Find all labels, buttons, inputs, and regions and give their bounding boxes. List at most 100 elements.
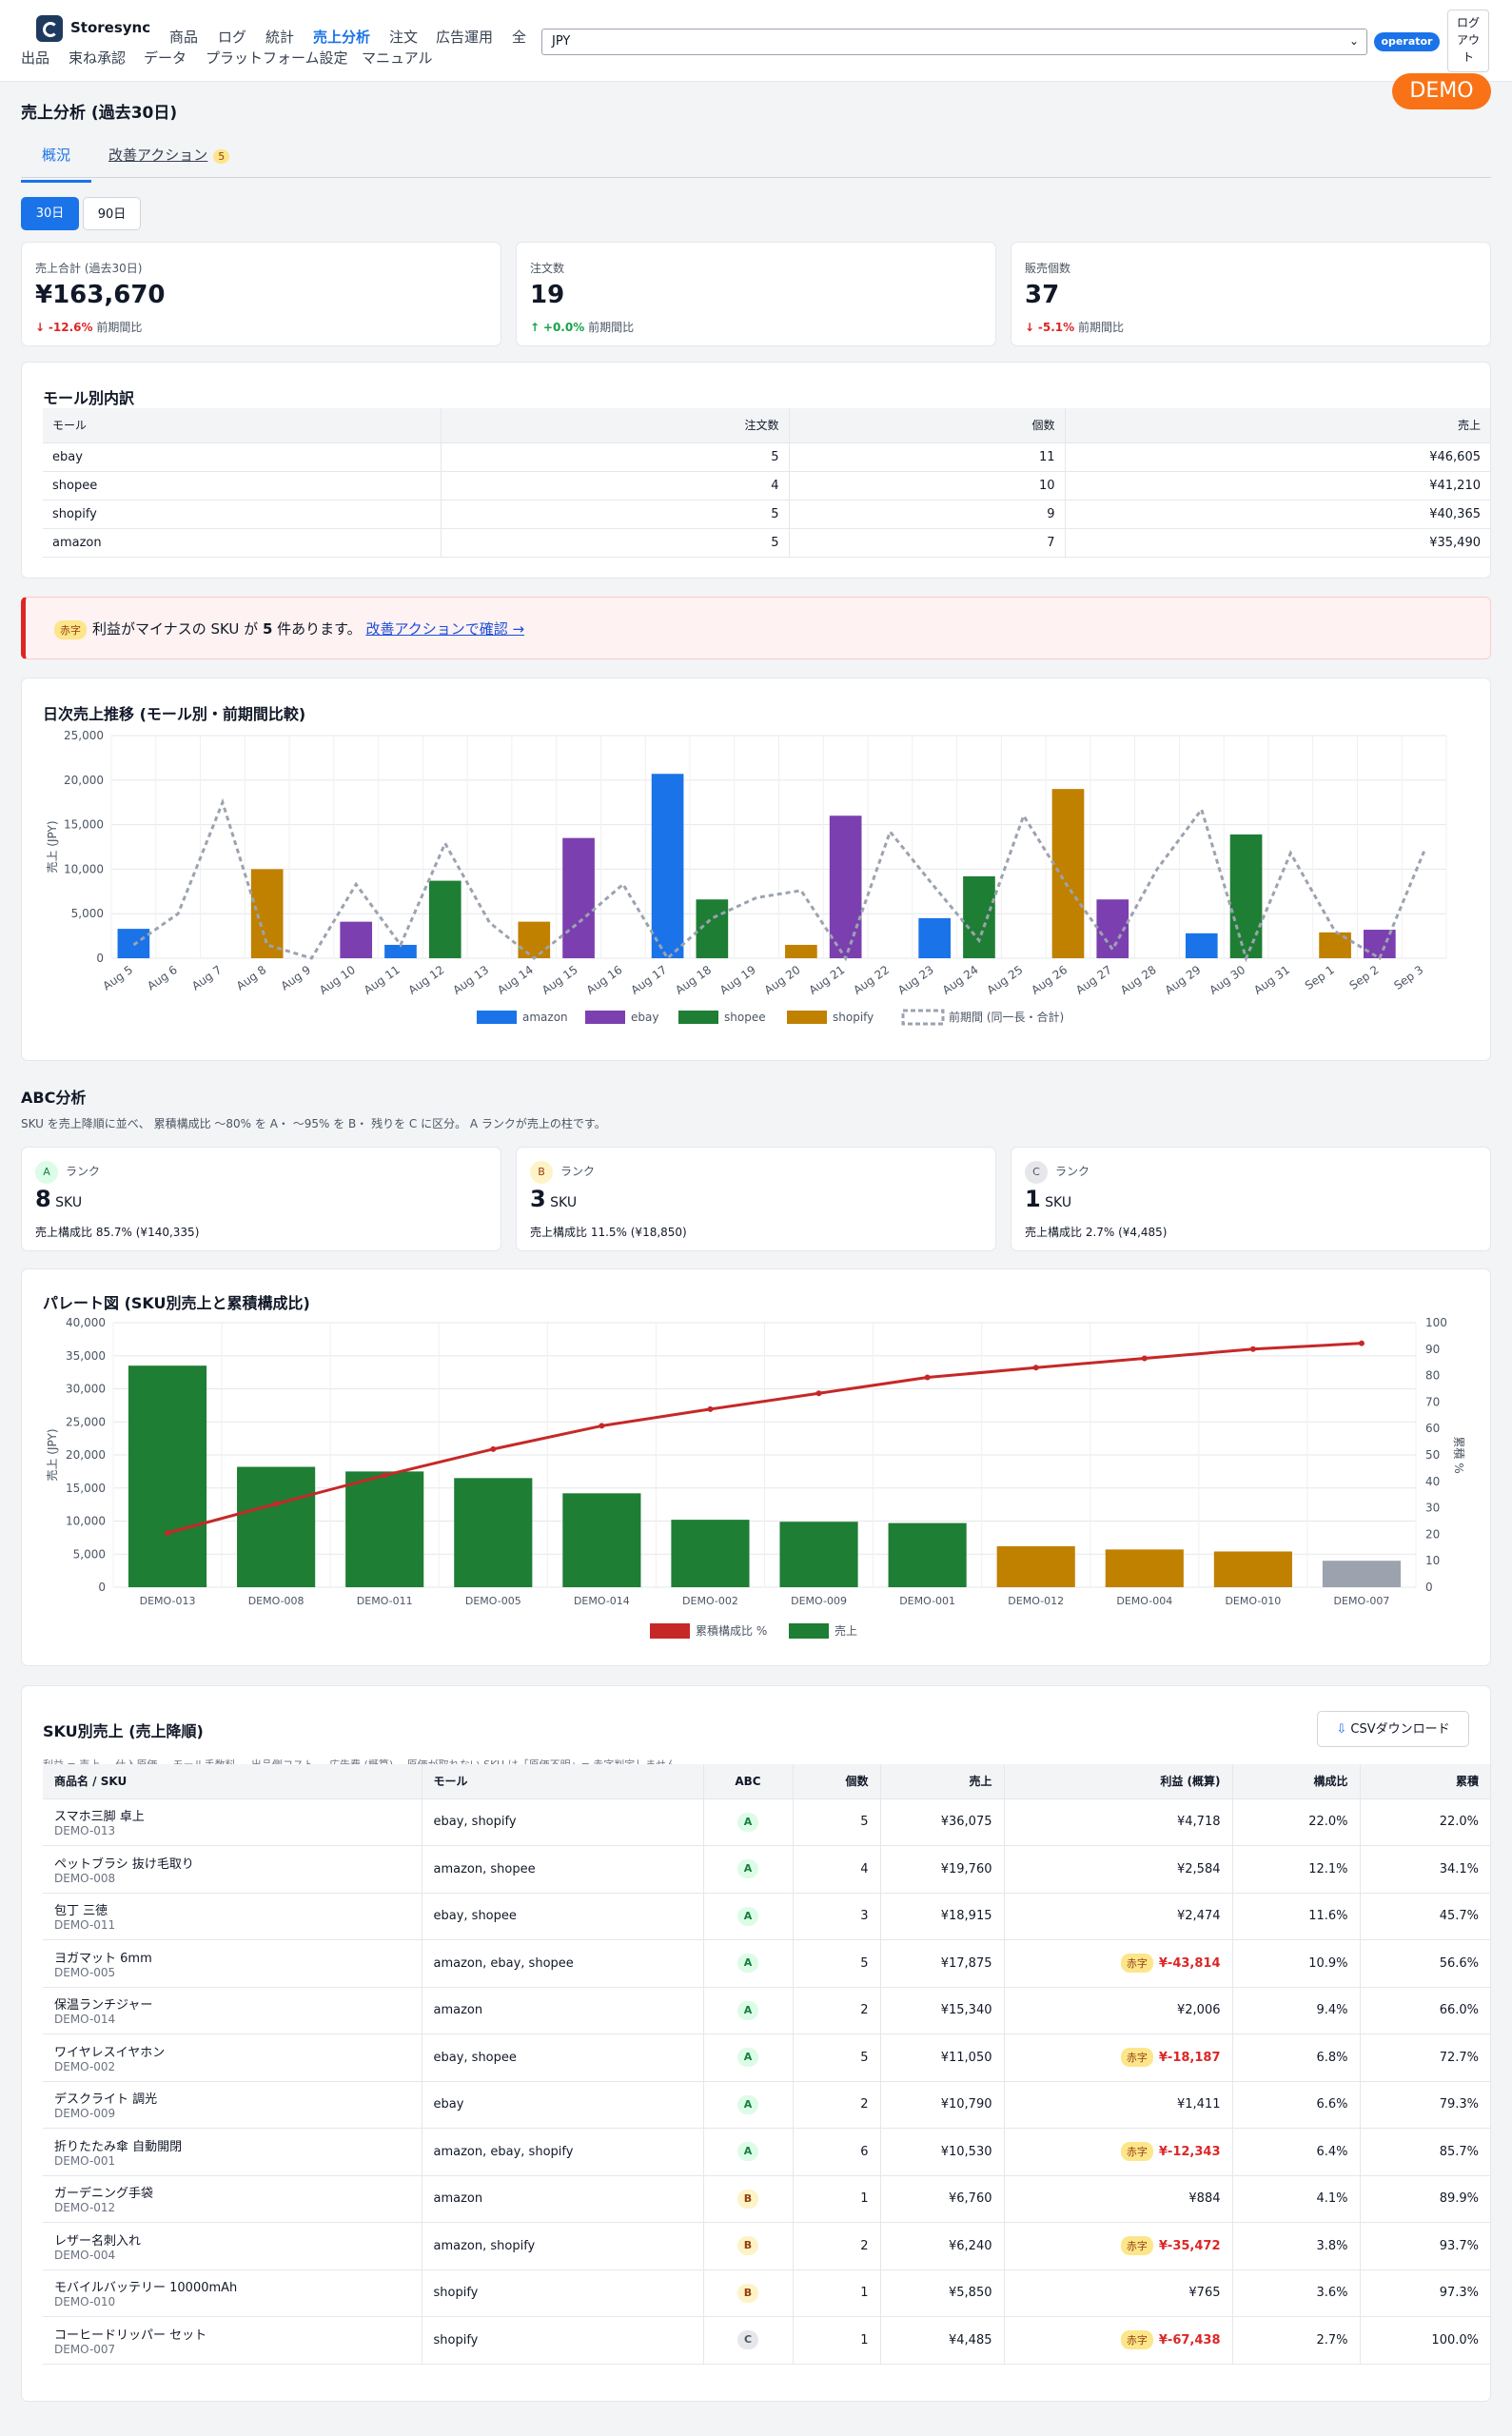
sku-table-row[interactable]: ガーデニング手袋 DEMO-012 amazon B 1 ¥6,760 ¥884 4.1% 89… bbox=[43, 2175, 1490, 2223]
x-tick-label: Aug 15 bbox=[540, 963, 580, 997]
col-sales: 売上 bbox=[1065, 408, 1490, 443]
table-row: amazon 5 7 ¥35,490 bbox=[43, 528, 1490, 558]
legend-swatch bbox=[678, 1011, 718, 1024]
sales-cell: ¥19,760 bbox=[880, 1845, 1005, 1894]
product-cell: ヨガマット 6mm DEMO-005 bbox=[43, 1939, 422, 1988]
profit-cell: ¥884 bbox=[1004, 2175, 1233, 2223]
nav-data[interactable]: データ bbox=[144, 49, 187, 67]
x-tick-label: Aug 31 bbox=[1251, 963, 1292, 997]
tab-improvement-actions[interactable]: 改善アクション 5 bbox=[108, 145, 230, 165]
alert-link[interactable]: 改善アクションで確認 → bbox=[365, 620, 525, 638]
profit-cell: ¥765 bbox=[1004, 2269, 1233, 2317]
rank-note: 売上構成比 85.7% (¥140,335) bbox=[35, 1226, 200, 1239]
storesync-logo-icon[interactable] bbox=[36, 15, 63, 42]
rank-label: ランク bbox=[66, 1165, 101, 1178]
share-cell: 6.4% bbox=[1232, 2128, 1361, 2176]
period-30-button[interactable]: 30日 bbox=[21, 197, 79, 230]
kpi-delta-suffix: 前期間比 bbox=[96, 321, 143, 334]
pareto-bar bbox=[1213, 1551, 1292, 1587]
product-name: 折りたたみ傘 自動開閉 bbox=[54, 2139, 183, 2154]
rank-count: 8 bbox=[35, 1186, 51, 1212]
period-90-button[interactable]: 90日 bbox=[83, 197, 141, 230]
profit-value: ¥765 bbox=[1188, 2286, 1221, 2301]
mall-cell: amazon, shopee bbox=[422, 1845, 704, 1894]
bar-shopee bbox=[963, 875, 995, 958]
rank-count: 3 bbox=[530, 1186, 546, 1212]
abc-badge: A bbox=[737, 1954, 758, 1974]
nav-bundle-approval[interactable]: 束ね承認 bbox=[69, 49, 127, 67]
nav-all[interactable]: 全 bbox=[512, 29, 527, 46]
cumulative-point bbox=[273, 1501, 280, 1507]
sku-table-row[interactable]: 包丁 三徳 DEMO-011 ebay, shopee A 3 ¥18,915 ¥2,474… bbox=[43, 1893, 1490, 1940]
qty-cell: 5 bbox=[793, 2033, 881, 2082]
col-abc: ABC bbox=[703, 1764, 794, 1799]
y-tick-label: 0 bbox=[98, 1581, 106, 1594]
abc-cell: A bbox=[703, 1987, 794, 2034]
sku-table-row[interactable]: スマホ三脚 卓上 DEMO-013 ebay, shopify A 5 ¥36,075 ¥4… bbox=[43, 1798, 1490, 1846]
brand-name[interactable]: Storesync bbox=[70, 19, 151, 36]
product-cell: 保温ランチジャー DEMO-014 bbox=[43, 1987, 422, 2034]
cell: ¥46,605 bbox=[1065, 442, 1490, 472]
nav-ads[interactable]: 広告運用 bbox=[436, 29, 494, 46]
nav-products[interactable]: 商品 bbox=[169, 29, 199, 46]
rank-c-badge: C bbox=[1025, 1161, 1048, 1184]
profit-value: ¥-67,438 bbox=[1158, 2333, 1221, 2348]
abc-badge: A bbox=[737, 2000, 758, 2020]
product-name: スマホ三脚 卓上 bbox=[54, 1810, 145, 1825]
sku-table-row[interactable]: 折りたたみ傘 自動開閉 DEMO-001 amazon, ebay, shopify… bbox=[43, 2128, 1490, 2176]
sku-table-row[interactable]: モバイルバッテリー 10000mAh DEMO-010 shopify B 1 ¥5,85… bbox=[43, 2269, 1490, 2317]
x-tick-label: Aug 5 bbox=[100, 963, 135, 992]
cumulative-point bbox=[1249, 1346, 1256, 1352]
product-sku: DEMO-002 bbox=[54, 2059, 116, 2073]
mall-cell: shopify bbox=[422, 2316, 704, 2365]
currency-select[interactable]: JPY ⌄ bbox=[541, 29, 1367, 55]
top-header: Storesync 商品 ログ 統計 売上分析 注文 広告運用 全 出品 束ね承… bbox=[0, 0, 1512, 82]
x-tick-label: Aug 30 bbox=[1207, 963, 1247, 997]
cell: amazon bbox=[43, 528, 442, 558]
sales-cell: ¥11,050 bbox=[880, 2033, 1005, 2082]
legend-swatch bbox=[901, 1009, 945, 1026]
abc-cell: A bbox=[703, 1798, 794, 1846]
nav-logs[interactable]: ログ bbox=[218, 29, 247, 46]
sku-table-row[interactable]: 保温ランチジャー DEMO-014 amazon A 2 ¥15,340 ¥2,006 9.4… bbox=[43, 1987, 1490, 2034]
col-product: 商品名 / SKU bbox=[43, 1764, 422, 1799]
y2-tick-label: 0 bbox=[1425, 1581, 1433, 1594]
pareto-chart: 0 5,000 10,000 15,000 20,000 25,000 30,000 35,0… bbox=[45, 1316, 1466, 1639]
mall-cell: amazon, ebay, shopify bbox=[422, 2128, 704, 2176]
pareto-bar bbox=[562, 1493, 641, 1587]
sku-table-row[interactable]: ワイヤレスイヤホン DEMO-002 ebay, shopee A 5 ¥11,050 赤字… bbox=[43, 2033, 1490, 2082]
nav-orders[interactable]: 注文 bbox=[389, 29, 419, 46]
tab-overview[interactable]: 概況 bbox=[21, 145, 92, 183]
abc-badge: B bbox=[737, 2283, 758, 2303]
nav-platform-settings[interactable]: プラットフォーム設定 bbox=[206, 49, 348, 67]
sku-table-row[interactable]: デスクライト 調光 DEMO-009 ebay A 2 ¥10,790 ¥1,411 6.6%… bbox=[43, 2081, 1490, 2129]
x-tick-label: Aug 23 bbox=[895, 963, 936, 997]
sku-table-row[interactable]: コーヒードリッパー セット DEMO-007 shopify C 1 ¥4,485 赤字 ¥-… bbox=[43, 2316, 1490, 2365]
sku-table-row[interactable]: レザー名刺入れ DEMO-004 amazon, shopify B 2 ¥6,240 赤字… bbox=[43, 2222, 1490, 2270]
kpi-value: 19 bbox=[530, 281, 565, 309]
nav-stats[interactable]: 統計 bbox=[265, 29, 295, 46]
nav-sales-analysis[interactable]: 売上分析 bbox=[313, 29, 371, 46]
nav-listing[interactable]: 出品 bbox=[21, 49, 50, 67]
product-name: 保温ランチジャー bbox=[54, 1998, 153, 2014]
csv-download-button[interactable]: ⇩ CSVダウンロード bbox=[1317, 1711, 1469, 1747]
chevron-down-icon: ⌄ bbox=[1348, 34, 1359, 48]
sales-cell: ¥6,760 bbox=[880, 2175, 1005, 2223]
sku-table-row[interactable]: ペットブラシ 抜け毛取り DEMO-008 amazon, shopee A 4 ¥19,… bbox=[43, 1845, 1490, 1894]
kpi-card-units: 販売個数 37 ↓ -5.1% 前期間比 bbox=[1011, 242, 1491, 346]
profit-cell: 赤字 ¥-67,438 bbox=[1004, 2316, 1233, 2365]
negative-profit-alert: 赤字 利益がマイナスの SKU が 5 件あります。 改善アクションで確認 → bbox=[21, 597, 1491, 659]
qty-cell: 2 bbox=[793, 2081, 881, 2129]
y-tick-label: 35,000 bbox=[66, 1349, 106, 1363]
y2-tick-label: 90 bbox=[1425, 1343, 1440, 1356]
nav-manual[interactable]: マニュアル bbox=[362, 49, 433, 67]
logout-button[interactable]: ログアウト bbox=[1447, 10, 1489, 72]
x-tick-label: Aug 8 bbox=[234, 963, 269, 992]
x-tick-label: Aug 10 bbox=[317, 963, 358, 997]
qty-cell: 1 bbox=[793, 2316, 881, 2365]
abc-cell: B bbox=[703, 2175, 794, 2223]
qty-cell: 1 bbox=[793, 2175, 881, 2223]
kpi-delta-suffix: 前期間比 bbox=[588, 321, 635, 334]
sku-table-row[interactable]: ヨガマット 6mm DEMO-005 amazon, ebay, shopee A 5 ¥… bbox=[43, 1939, 1490, 1988]
col-units: 個数 bbox=[789, 408, 1066, 443]
